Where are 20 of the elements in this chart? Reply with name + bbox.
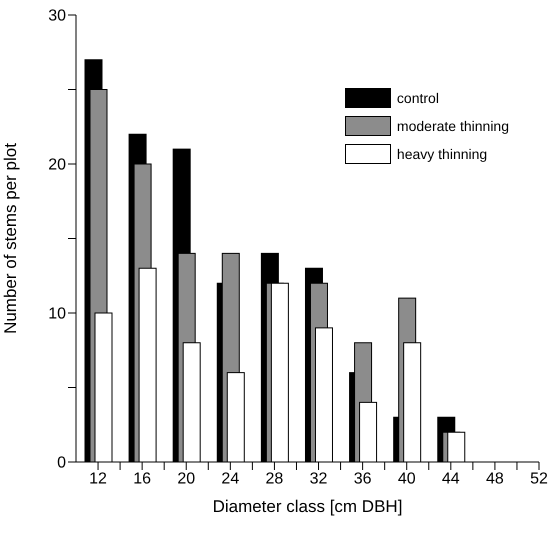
x-tick-label: 24	[221, 470, 240, 488]
x-tick-label: 16	[133, 470, 152, 488]
x-tick-label: 32	[310, 470, 328, 488]
legend-label: moderate thinning	[396, 118, 509, 134]
x-tick-label: 28	[266, 470, 284, 488]
x-axis-title: Diameter class [cm DBH]	[212, 497, 402, 516]
y-tick-label: 30	[48, 8, 66, 25]
legend-label: heavy thinning	[396, 146, 488, 162]
x-tick-label: 12	[89, 470, 108, 488]
x-tick-label: 36	[354, 470, 372, 488]
x-tick-label: 40	[398, 470, 416, 488]
legend-label: control	[396, 90, 439, 106]
x-tick-label: 44	[442, 470, 460, 488]
x-tick-label: 48	[486, 470, 504, 488]
y-tick-label: 20	[48, 156, 66, 174]
x-tick-label: 20	[177, 470, 196, 488]
y-tick-label: 0	[57, 454, 66, 472]
y-tick-label: 10	[48, 306, 66, 323]
x-tick-label: 52	[530, 470, 548, 488]
y-axis-title: Number of stems per plot	[1, 142, 20, 334]
